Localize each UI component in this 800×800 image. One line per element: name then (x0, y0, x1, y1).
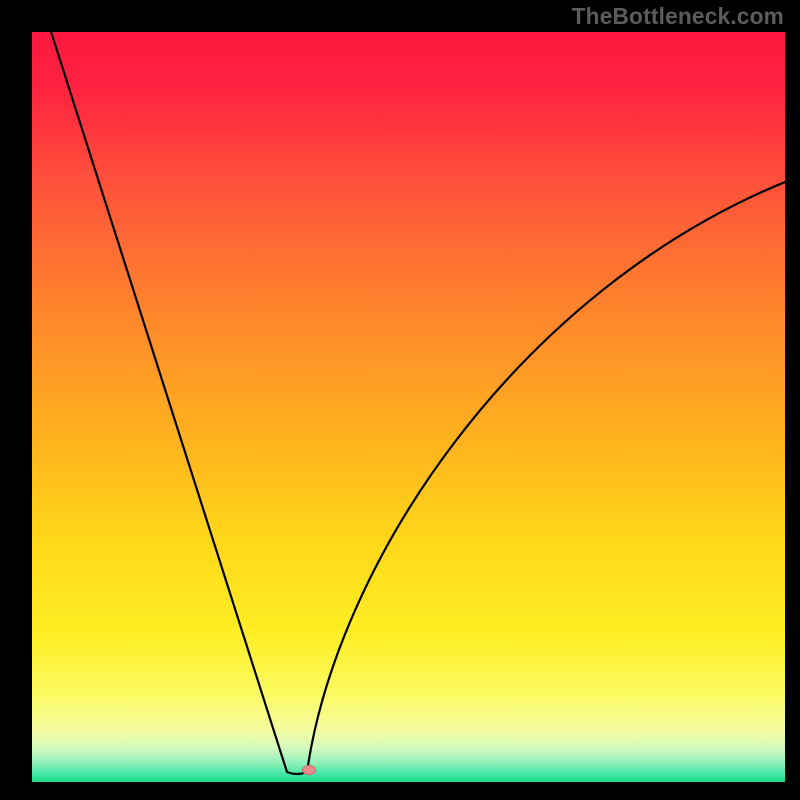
frame-right (785, 0, 800, 800)
frame-left (0, 0, 32, 800)
watermark-text: TheBottleneck.com (572, 3, 784, 30)
optimum-marker (302, 765, 316, 775)
plot-area (32, 32, 785, 782)
chart-container: TheBottleneck.com (0, 0, 800, 800)
bottleneck-curve (32, 32, 785, 782)
frame-bottom (0, 782, 800, 800)
curve-path (32, 32, 785, 774)
